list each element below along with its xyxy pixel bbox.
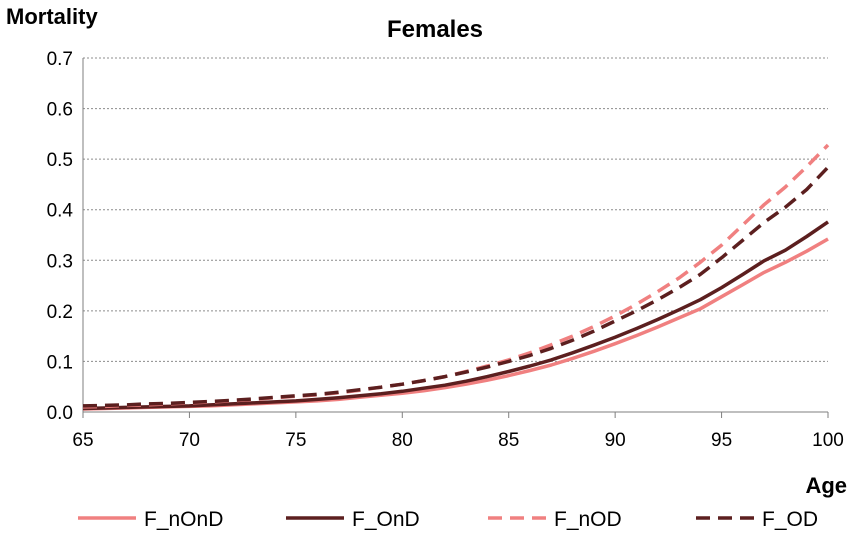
legend-label-F_OnD: F_OnD xyxy=(352,508,420,531)
y-tick-label: 0.5 xyxy=(47,150,73,171)
x-tick-label: 70 xyxy=(179,430,200,451)
x-tick-label: 65 xyxy=(72,430,93,451)
x-tick-label: 100 xyxy=(812,430,844,451)
y-tick-label: 0.2 xyxy=(47,302,73,323)
x-tick-label: 75 xyxy=(285,430,306,451)
series-line-F_nOD xyxy=(82,143,830,409)
x-tick-label: 80 xyxy=(392,430,413,451)
series-line-F_OnD xyxy=(82,220,829,411)
series-line-F_OD xyxy=(82,165,830,408)
y-tick-label: 0.0 xyxy=(47,403,73,424)
x-tick-labels: 65 70 75 80 85 90 95 100 xyxy=(72,430,843,451)
legend-label-F_nOnD: F_nOnD xyxy=(144,508,223,531)
legend-label-F_nOD: F_nOD xyxy=(554,508,622,531)
legend-label-F_OD: F_OD xyxy=(762,508,818,531)
y-tick-labels: 0.0 0.1 0.2 0.3 0.4 0.5 0.6 0.7 xyxy=(47,49,74,424)
y-tick-label: 0.7 xyxy=(47,49,73,70)
axes xyxy=(82,58,829,418)
y-tick-label: 0.4 xyxy=(47,201,74,222)
x-tick-label: 85 xyxy=(498,430,519,451)
y-axis-title: Mortality xyxy=(6,4,98,29)
chart-title: Females xyxy=(386,16,484,43)
y-tick-label: 0.6 xyxy=(47,100,73,121)
y-tick-label: 0.3 xyxy=(47,251,73,272)
x-tick-label: 90 xyxy=(605,430,626,451)
x-tick-label: 95 xyxy=(711,430,732,451)
y-tick-label: 0.1 xyxy=(47,352,73,373)
x-axis-title: Age xyxy=(805,473,847,498)
series-lines xyxy=(82,143,830,411)
legend: F_nOnD F_OnD F_nOD F_OD xyxy=(78,508,818,531)
grid-lines xyxy=(83,57,828,362)
